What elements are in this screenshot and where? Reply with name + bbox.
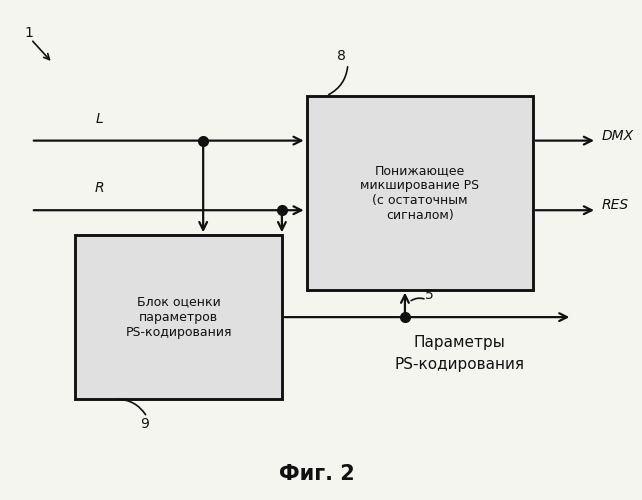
Text: L: L xyxy=(96,112,104,126)
Bar xyxy=(306,96,533,290)
Text: Параметры: Параметры xyxy=(413,335,505,350)
Text: 9: 9 xyxy=(140,417,148,431)
Text: RES: RES xyxy=(602,198,629,212)
Text: R: R xyxy=(95,182,105,196)
Text: Фиг. 2: Фиг. 2 xyxy=(279,464,355,484)
Text: Блок оценки
параметров
PS-кодирования: Блок оценки параметров PS-кодирования xyxy=(125,296,232,339)
Bar xyxy=(75,235,282,399)
Text: 5: 5 xyxy=(425,288,434,302)
Text: Понижающее
микширование PS
(с остаточным
сигналом): Понижающее микширование PS (с остаточным… xyxy=(360,164,480,222)
Text: 8: 8 xyxy=(336,49,345,63)
Text: DMX: DMX xyxy=(602,128,634,142)
Text: 1: 1 xyxy=(24,26,33,40)
Text: PS-кодирования: PS-кодирования xyxy=(394,357,524,372)
